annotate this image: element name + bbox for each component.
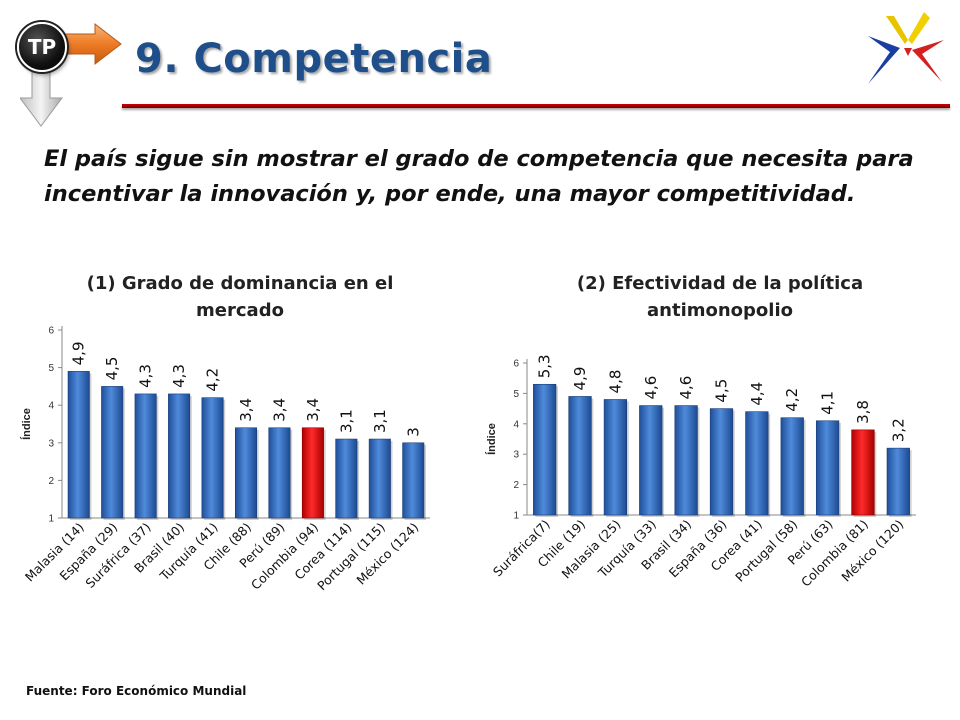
bar xyxy=(101,386,124,519)
data-label: 4,4 xyxy=(748,382,766,406)
bar xyxy=(674,405,698,516)
chart2-y-axis-label: Índice xyxy=(485,423,498,455)
y-tick-label: 3 xyxy=(48,438,54,449)
y-tick-label: 4 xyxy=(513,419,519,430)
data-label: 4,6 xyxy=(677,376,695,400)
y-tick-label: 6 xyxy=(513,359,519,370)
arrow-down-icon xyxy=(20,62,63,127)
y-tick-label: 4 xyxy=(48,401,54,412)
data-label: 4,3 xyxy=(137,364,155,388)
y-tick-label: 1 xyxy=(513,511,519,522)
bar xyxy=(851,429,875,516)
chart1-y-axis-label: Índice xyxy=(20,408,33,440)
chart1-title: (1) Grado de dominancia en el mercado xyxy=(86,273,394,321)
chart2-title: (2) Efectividad de la política antimonop… xyxy=(576,273,864,321)
logo xyxy=(868,12,944,84)
data-label: 3,4 xyxy=(270,398,288,422)
data-label: 3,1 xyxy=(371,409,389,433)
data-label: 4,9 xyxy=(571,367,589,391)
category-label: México (120) xyxy=(838,517,906,585)
data-label: 4,2 xyxy=(204,368,222,392)
bar xyxy=(168,393,191,519)
bar xyxy=(402,442,425,519)
data-label: 4,1 xyxy=(819,391,837,415)
y-tick-label: 6 xyxy=(48,326,54,337)
bar xyxy=(709,408,734,516)
bar xyxy=(603,399,628,516)
data-label: 3,1 xyxy=(337,409,355,433)
data-label: 3,4 xyxy=(237,398,255,422)
data-label: 4,5 xyxy=(713,379,731,403)
y-tick-label: 2 xyxy=(513,480,519,491)
bar xyxy=(335,438,358,519)
bar xyxy=(568,396,592,516)
bar xyxy=(368,438,391,519)
bar xyxy=(234,427,258,519)
y-tick-label: 5 xyxy=(513,389,519,400)
category-label: Suráfrica(7) xyxy=(490,517,553,580)
bar xyxy=(745,411,769,516)
slide-subtitle: El país sigue sin mostrar el grado de co… xyxy=(44,146,914,207)
y-tick-label: 5 xyxy=(48,363,54,374)
bar xyxy=(780,417,804,516)
bar xyxy=(533,383,557,516)
bar xyxy=(134,393,157,519)
data-label: 4,9 xyxy=(70,342,88,366)
data-label: 3 xyxy=(404,427,422,437)
data-label: 4,6 xyxy=(642,376,660,400)
bar xyxy=(201,397,224,519)
bar xyxy=(67,371,90,519)
data-label: 4,5 xyxy=(103,357,121,381)
data-label: 3,8 xyxy=(854,400,872,424)
bar xyxy=(301,427,324,519)
tp-badge: TP xyxy=(17,22,67,72)
bar xyxy=(268,427,291,519)
data-label: 4,3 xyxy=(170,364,188,388)
y-tick-label: 2 xyxy=(48,476,54,487)
data-label: 3,4 xyxy=(304,398,322,422)
data-label: 5,3 xyxy=(536,354,554,378)
y-tick-label: 3 xyxy=(513,450,519,461)
bar xyxy=(886,447,910,516)
bar xyxy=(815,420,840,516)
data-label: 4,8 xyxy=(606,370,624,394)
data-label: 4,2 xyxy=(783,388,801,412)
title-divider xyxy=(122,104,950,108)
page-title: 9. Competencia xyxy=(135,36,493,82)
y-tick-label: 1 xyxy=(48,514,54,525)
source-note: Fuente: Foro Económico Mundial xyxy=(26,684,247,698)
data-label: 3,2 xyxy=(889,418,907,442)
bar xyxy=(639,405,663,516)
